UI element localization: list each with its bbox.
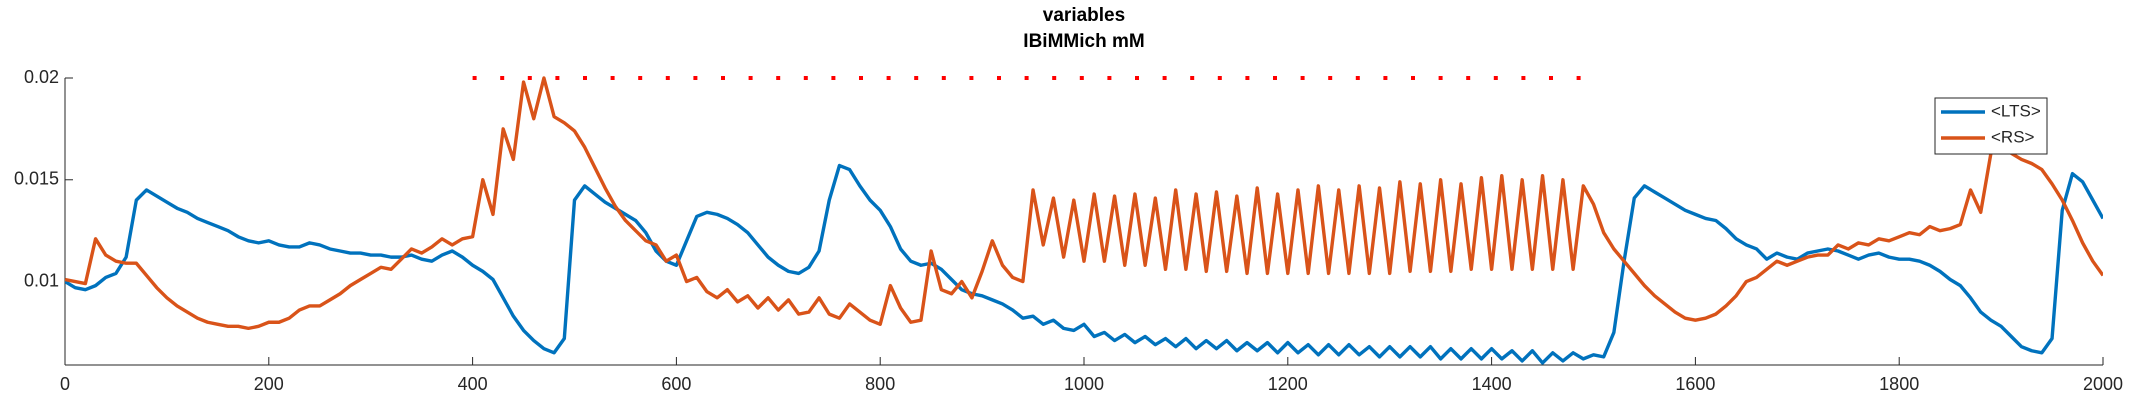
legend-label: <LTS> [1991, 101, 2041, 120]
y-tick-label: 0.01 [24, 270, 59, 290]
x-tick-label: 800 [865, 374, 895, 394]
x-tick-label: 1000 [1064, 374, 1104, 394]
legend-label: <RS> [1991, 127, 2035, 146]
x-tick-label: 600 [661, 374, 691, 394]
x-tick-label: 200 [254, 374, 284, 394]
x-tick-label: 1600 [1675, 374, 1715, 394]
x-tick-label: 1800 [1879, 374, 1919, 394]
x-tick-label: 1400 [1472, 374, 1512, 394]
y-tick-label: 0.015 [14, 169, 59, 189]
series-line [65, 76, 2103, 331]
x-tick-label: 1200 [1268, 374, 1308, 394]
legend-box [1934, 97, 2048, 155]
chart-title: variables [1043, 5, 1125, 26]
x-tick-label: 0 [60, 374, 70, 394]
x-tick-label: 2000 [2083, 374, 2123, 394]
x-tick-label: 400 [458, 374, 488, 394]
chart-subtitle: IBiMMich mM [1023, 31, 1144, 52]
y-tick-label: 0.02 [24, 67, 59, 87]
